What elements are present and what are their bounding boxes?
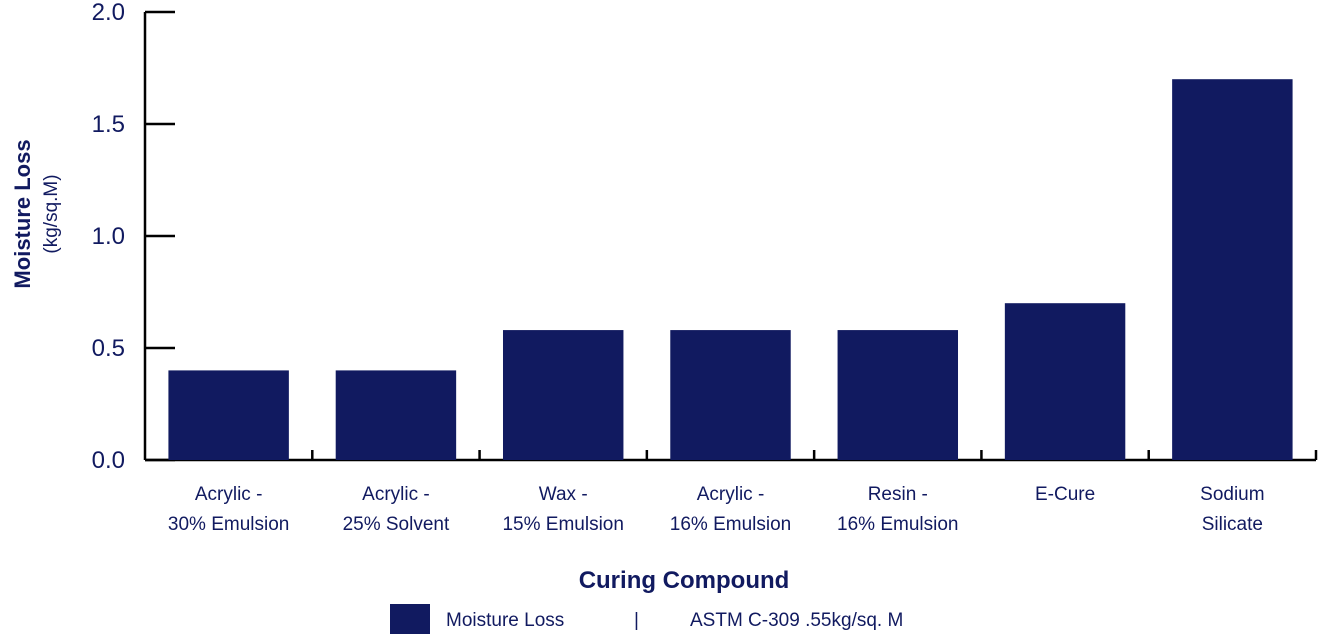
x-tick-label-line: 30% Emulsion (168, 514, 289, 535)
x-tick-label-line: 15% Emulsion (502, 514, 623, 535)
x-tick-label-line: 16% Emulsion (670, 514, 791, 535)
x-tick-label: Sodium Silicate (1200, 484, 1264, 535)
x-tick-label: Wax - 15% Emulsion (502, 484, 623, 535)
bar (670, 330, 791, 460)
y-axis: 0.0 0.5 1.0 1.5 2.0 (92, 0, 175, 474)
bar (837, 330, 959, 460)
y-tick-label: 1.5 (92, 111, 125, 138)
x-tick-label-line: Sodium (1200, 484, 1264, 505)
bar (1172, 79, 1293, 460)
x-tick-label-line: Acrylic - (697, 484, 765, 505)
x-tick-label-line: Resin - (868, 484, 928, 505)
bar-chart: 0.00.51.01.52.0 Acrylic -30% EmulsionAcr… (10, 0, 1318, 594)
y-tick-label: 0.5 (92, 335, 125, 362)
y-tick-label: 0.0 (92, 447, 125, 474)
x-tick-label-line: E-Cure (1035, 484, 1095, 505)
legend-note: ASTM C-309 .55kg/sq. M (690, 610, 903, 631)
x-tick-label-line: Acrylic - (195, 484, 263, 505)
bar (1004, 303, 1126, 460)
x-tick-label: Acrylic - 30% Emulsion (168, 484, 289, 535)
x-tick-label-line: Acrylic - (362, 484, 430, 505)
legend-swatch (390, 604, 430, 634)
y-tick-label: 2.0 (92, 0, 125, 26)
x-tick-label-line: Wax - (539, 484, 588, 505)
x-tick-label-line: 16% Emulsion (837, 514, 958, 535)
bar (168, 370, 289, 460)
x-tick-label-line: 25% Solvent (343, 514, 450, 535)
x-tick-label-line: Silicate (1202, 514, 1263, 535)
legend-separator: | (634, 610, 639, 631)
legend-label: Moisture Loss (446, 610, 564, 631)
x-tick-label: Acrylic - 25% Solvent (343, 484, 450, 535)
bars (168, 79, 1293, 460)
x-tick-label: E-Cure (1035, 484, 1095, 505)
x-axis-title: Curing Compound (579, 567, 790, 594)
y-axis-title: Moisture Loss (10, 139, 35, 288)
x-tick-label: Resin - 16% Emulsion (837, 484, 958, 535)
y-tick-label: 1.0 (92, 223, 125, 250)
legend: Moisture Loss | ASTM C-309 .55kg/sq. M (390, 604, 903, 634)
x-tick-label: Acrylic - 16% Emulsion (670, 484, 791, 535)
y-axis-unit: (kg/sq.M) (41, 174, 62, 253)
bar (502, 330, 624, 460)
x-tick-labels: Acrylic - 30% Emulsion Acrylic - 25% Solven… (168, 484, 1265, 535)
bar (335, 370, 457, 460)
